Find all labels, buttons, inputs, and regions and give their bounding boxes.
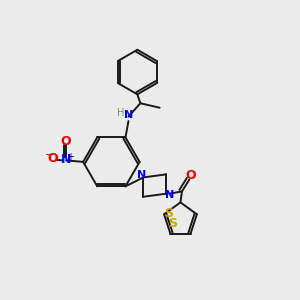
Text: N: N [61,153,71,166]
Text: S: S [168,218,177,230]
Text: H: H [117,108,125,118]
Text: N: N [137,170,146,180]
Text: S: S [164,207,173,220]
Text: +: + [66,152,74,162]
Text: O: O [61,135,71,148]
Text: N: N [124,110,133,120]
Text: O: O [47,152,58,165]
Text: O: O [186,169,196,182]
Text: N: N [164,190,174,200]
Text: −: − [45,150,54,160]
